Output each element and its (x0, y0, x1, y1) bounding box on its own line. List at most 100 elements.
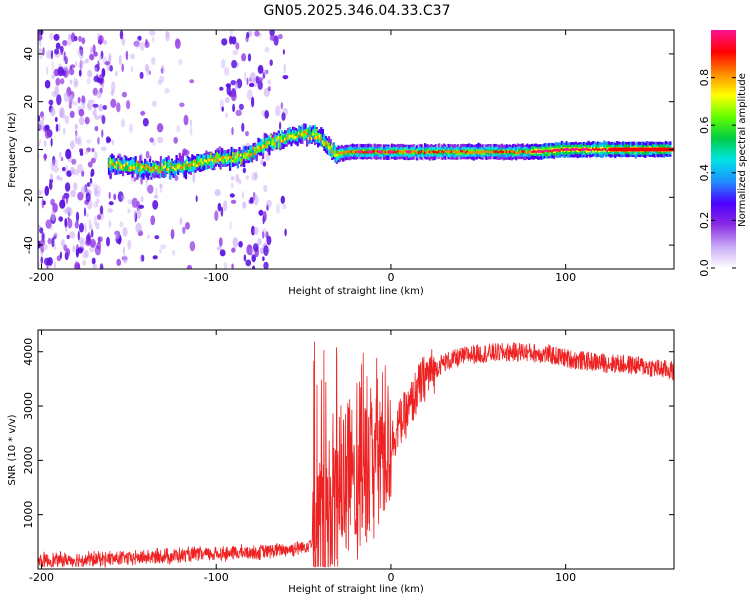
spectrogram-ridge-cell (225, 154, 228, 161)
spectrogram-peak (356, 150, 362, 154)
spectrogram-noise-cell (51, 159, 58, 167)
spectrogram-noise-cell (86, 139, 92, 144)
spectrogram-ridge-cell (486, 150, 490, 153)
spectrogram-noise-cell (77, 191, 84, 201)
spectrogram-ridge-cell (458, 150, 461, 153)
spectrogram-noise-cell (229, 221, 232, 230)
spectrogram-noise-cell (122, 255, 128, 264)
spectrogram-ridge-cell (608, 148, 611, 151)
spectrogram-noise-cell (40, 249, 43, 257)
spectrogram-ridge-cell (323, 134, 326, 145)
spectrogram-noise-cell (41, 115, 45, 121)
spectrogram-ridge-cell (147, 164, 150, 168)
spectrogram-noise-cell (173, 136, 178, 144)
spectrogram-ridge-cell (442, 150, 445, 154)
spectrogram-ridge-cell (117, 158, 120, 165)
spectrogram-ridge-cell (236, 152, 239, 156)
spectrogram-noise-cell (280, 102, 283, 110)
spectrogram-xlabel: Height of straight line (km) (288, 286, 424, 297)
spectrogram-ridge-cell (428, 150, 431, 154)
spectrogram-ridge-cell (348, 151, 351, 154)
spectrogram-ridge-cell (313, 125, 317, 136)
spectrogram-noise-cell (116, 258, 122, 266)
spectrogram-ridge-cell (315, 128, 318, 135)
spectrogram-ridge-cell (240, 158, 243, 165)
spectrogram-noise-cell (59, 176, 63, 182)
spectrogram-ridge-cell (340, 151, 343, 154)
spectrogram-ridge-cell (306, 129, 309, 136)
spectrogram-ridge-cell (109, 160, 112, 171)
spectrogram-ridge-cell (159, 170, 162, 173)
spectrogram-ridge-cell (342, 151, 345, 155)
spectrogram-ridge-cell (335, 153, 339, 157)
spectrogram-noise-cell (50, 49, 54, 60)
spectrogram-ridge-cell (263, 145, 266, 148)
spectrogram-noise-cell (53, 165, 59, 173)
spectrogram-noise-cell (125, 50, 129, 61)
spectrogram-ridge-cell (541, 150, 545, 154)
spectrogram-noise-cell (74, 81, 78, 86)
spectrogram-ridge-cell (335, 151, 339, 162)
spectrogram-ridge-cell (224, 156, 227, 159)
spectrogram-ridge-cell (298, 131, 301, 135)
spectrogram-ridge-cell (224, 150, 227, 161)
spectrogram-ridge-cell (301, 124, 304, 136)
x-tick-label: -100 (204, 271, 229, 284)
spectrogram-ridge-cell (335, 150, 339, 157)
spectrogram-ridge-cell (515, 150, 518, 154)
spectrogram-ridge-cell (161, 163, 164, 167)
spectrogram-ridge-cell (485, 150, 488, 154)
spectrogram-noise-cell (69, 79, 73, 85)
spectrogram-noise-cell (93, 187, 98, 197)
spectrogram-ridge-cell (416, 149, 419, 154)
spectrogram-ridge-cell (302, 132, 306, 139)
spectrogram-ridge-cell (211, 157, 214, 169)
spectrogram-ridge-cell (186, 161, 189, 164)
spectrogram-ridge-cell (229, 155, 232, 159)
spectrogram-ridge-cell (317, 135, 320, 139)
spectrogram-noise-cell (185, 222, 190, 230)
spectrogram-noise-cell (238, 103, 244, 111)
spectrogram-noise-cell (241, 53, 247, 62)
spectrogram-ridge-cell (117, 161, 120, 165)
spectrogram-noise-cell (73, 182, 78, 191)
spectrogram-ridge-cell (496, 150, 499, 153)
spectrogram-noise-cell (152, 36, 155, 44)
spectrogram-ridge-cell (463, 150, 466, 153)
spectrogram-ridge-cell (324, 141, 328, 145)
spectrogram-noise-cell (282, 75, 289, 80)
spectrogram-ridge-cell (570, 148, 573, 152)
spectrogram-ridge-cell (230, 156, 233, 160)
figure-title: GN05.2025.346.04.33.C37 (264, 3, 451, 19)
spectrogram-noise-cell (102, 105, 108, 110)
spectrogram-noise-cell (120, 194, 126, 200)
y-tick-label: -20 (22, 188, 35, 206)
spectrogram-noise-cell (103, 40, 108, 45)
spectrogram-ridge-cell (241, 152, 244, 159)
spectrogram-ridge-cell (251, 152, 254, 156)
spectrogram-noise-cell (282, 49, 285, 55)
spectrogram-noise-cell (92, 103, 99, 108)
spectrogram-ridge-cell (490, 150, 493, 153)
spectrogram-ridge-cell (414, 149, 417, 155)
spectrogram-noise-cell (121, 63, 124, 73)
spectrogram-noise-cell (54, 48, 60, 55)
spectrogram-ridge-cell (567, 147, 570, 151)
spectrogram-ridge-cell (321, 140, 324, 144)
spectrogram-ridge-cell (313, 136, 317, 140)
spectrogram-noise-cell (97, 60, 100, 72)
spectrogram-noise-cell (73, 35, 78, 42)
spectrogram-ridge-cell (235, 155, 238, 159)
spectrogram-noise-cell (89, 224, 93, 231)
spectrogram-noise-cell (89, 238, 96, 249)
spectrogram-ridge-cell (310, 137, 313, 140)
spectrogram-ridge-cell (471, 151, 474, 155)
spectrogram-noise-cell (245, 131, 249, 137)
spectrogram-noise-cell (63, 91, 69, 103)
spectrogram-noise-cell (77, 49, 80, 56)
spectrogram-noise-cell (82, 185, 88, 196)
spectrogram-noise-cell (229, 35, 233, 45)
x-tick-label: 0 (387, 271, 394, 284)
spectrogram-noise-cell (223, 200, 228, 212)
spectrogram-ridge-cell (466, 150, 469, 153)
